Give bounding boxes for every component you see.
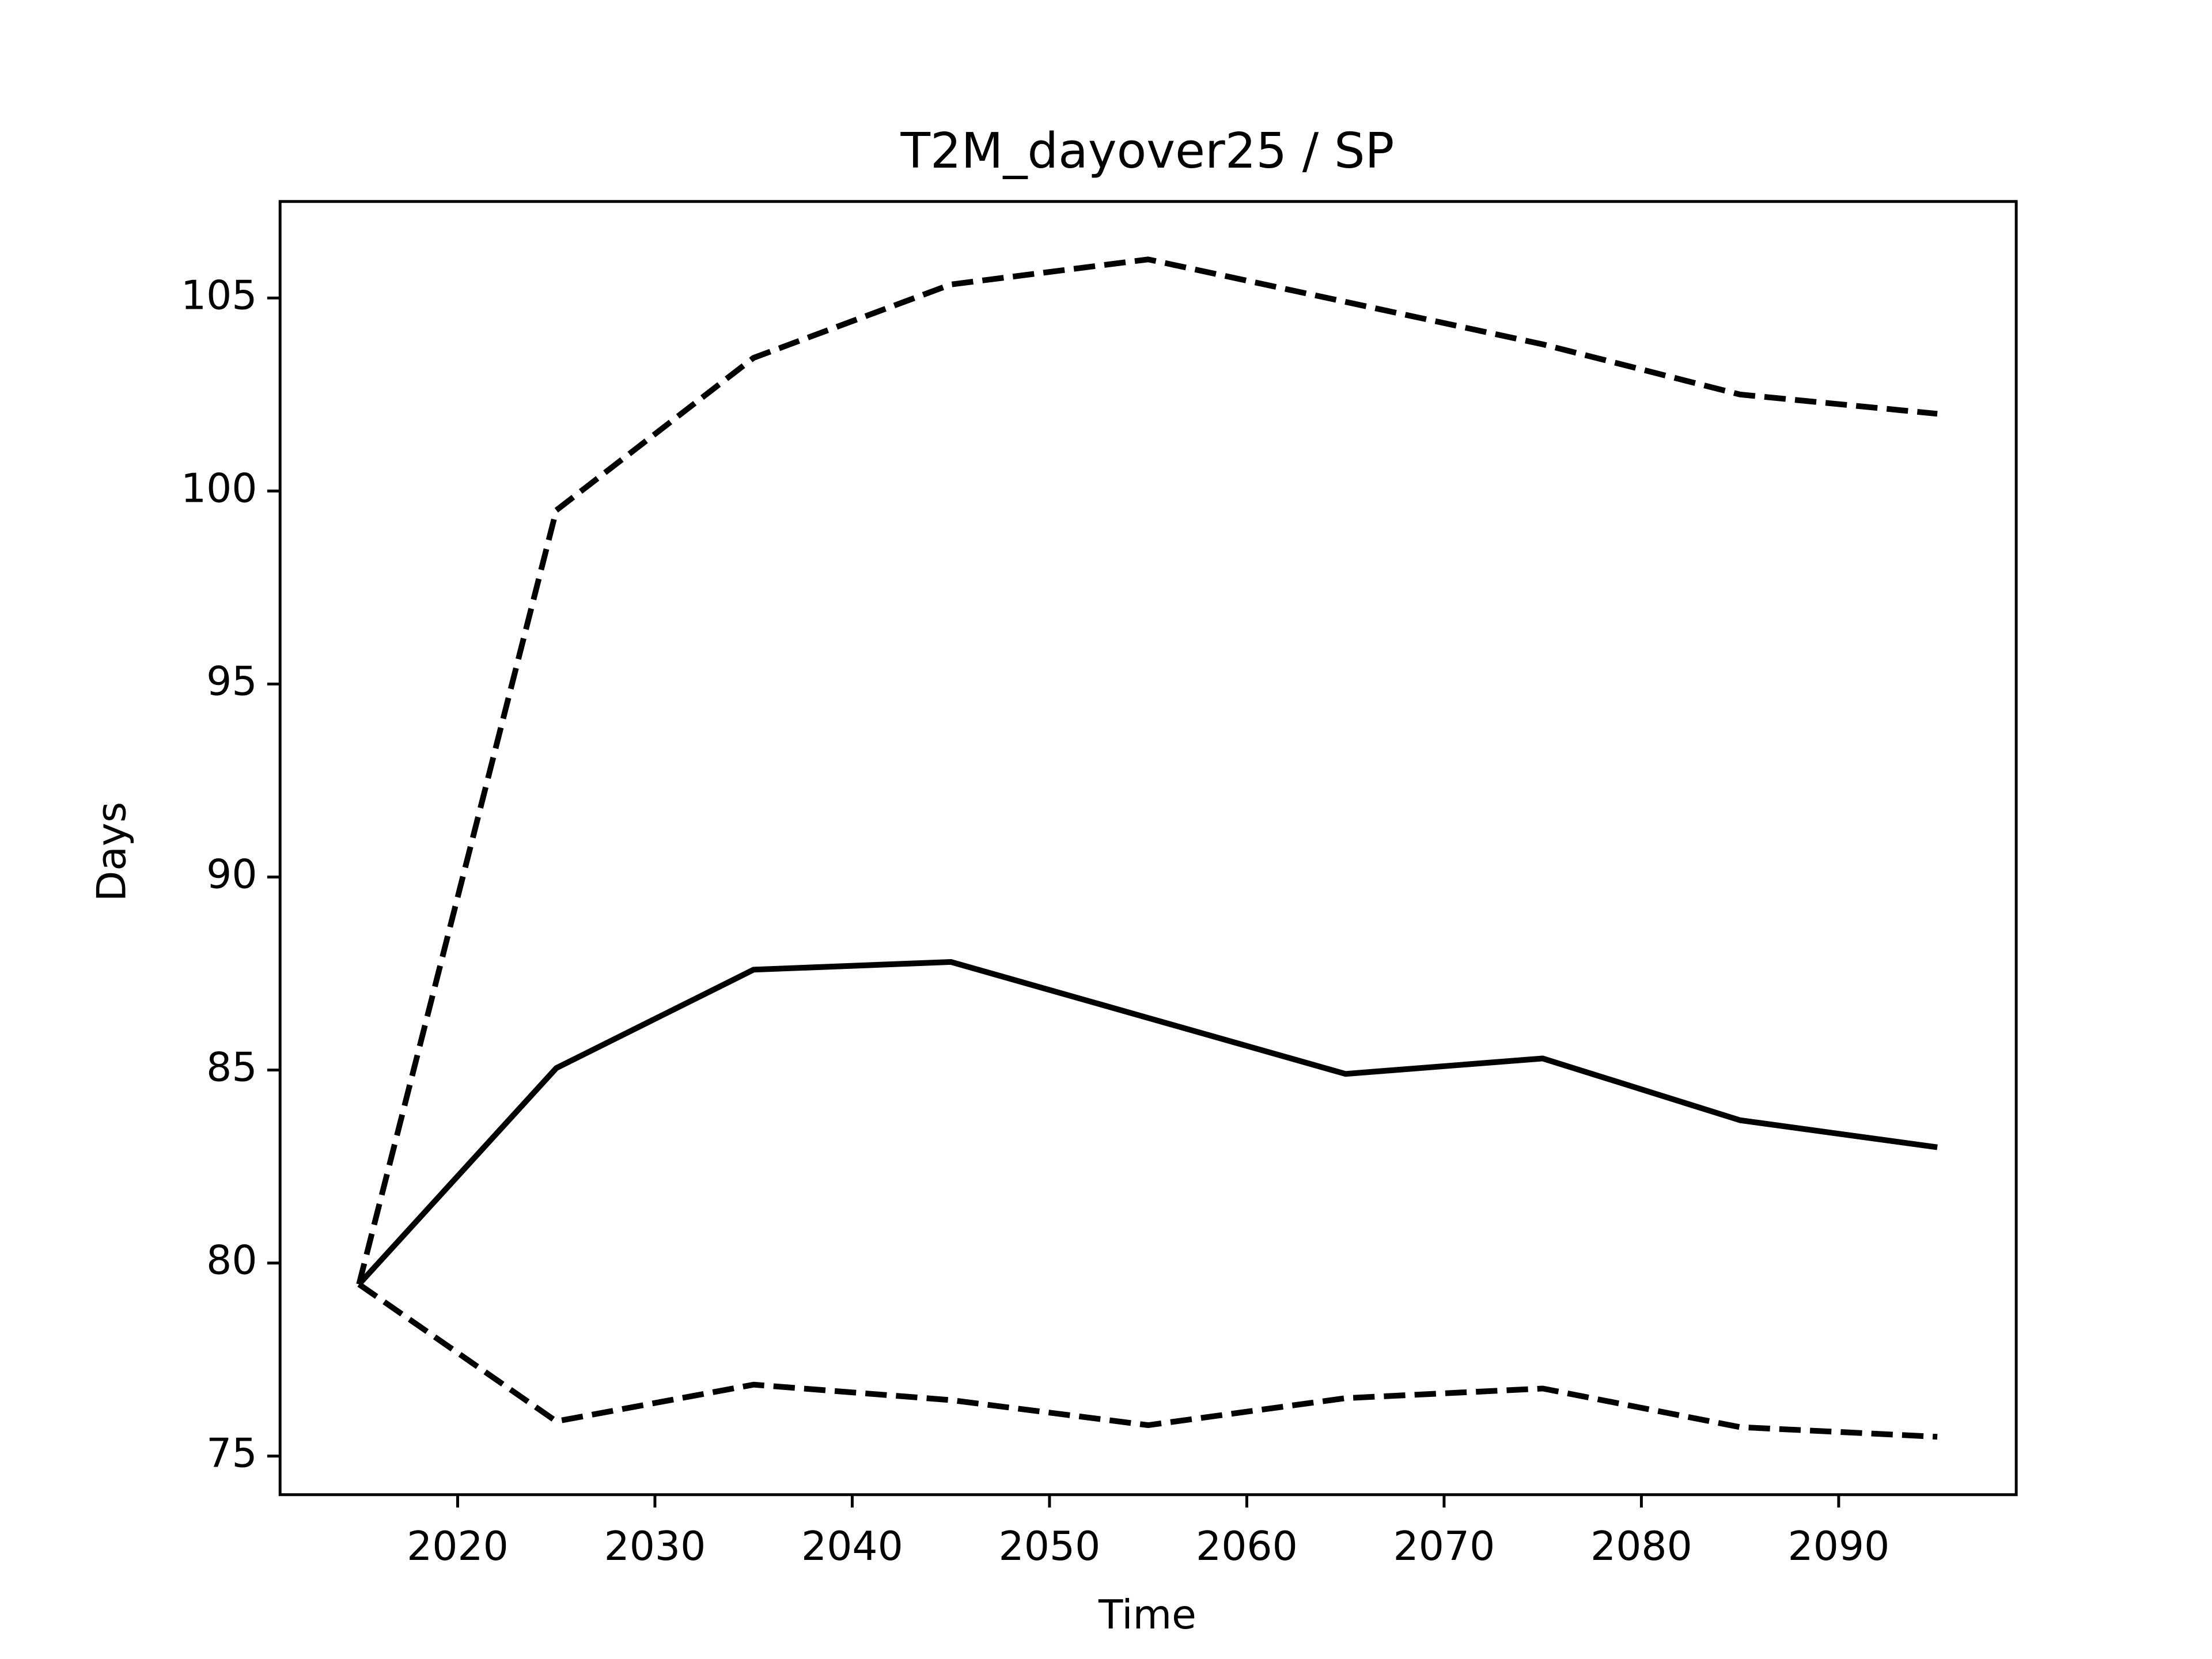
y-tick-label: 80: [206, 1238, 257, 1284]
y-axis-label: Days: [89, 802, 135, 902]
x-tick-label: 2020: [407, 1524, 509, 1570]
series-line: [356, 256, 1938, 1285]
y-tick-label: 105: [181, 272, 257, 319]
chart-title: T2M_dayover25 / SP: [900, 123, 1394, 179]
y-tick-label: 90: [206, 852, 257, 898]
x-tick-label: 2060: [1196, 1524, 1298, 1570]
y-tick-label: 95: [206, 658, 257, 704]
x-tick-label: 2080: [1590, 1524, 1692, 1570]
plot-frame: [278, 200, 2018, 1497]
x-tick-label: 2070: [1393, 1524, 1495, 1570]
y-tick-label: 100: [181, 465, 257, 512]
y-tick-label: 85: [206, 1045, 257, 1091]
x-tick-label: 2050: [999, 1524, 1101, 1570]
x-axis-label: Time: [1098, 1592, 1196, 1638]
series-line: [357, 959, 1938, 1286]
y-tick-label: 75: [206, 1431, 257, 1477]
series-line: [357, 1282, 1938, 1440]
x-tick-label: 2090: [1788, 1524, 1890, 1570]
x-tick-label: 2030: [604, 1524, 706, 1570]
x-tick-label: 2040: [801, 1524, 903, 1570]
